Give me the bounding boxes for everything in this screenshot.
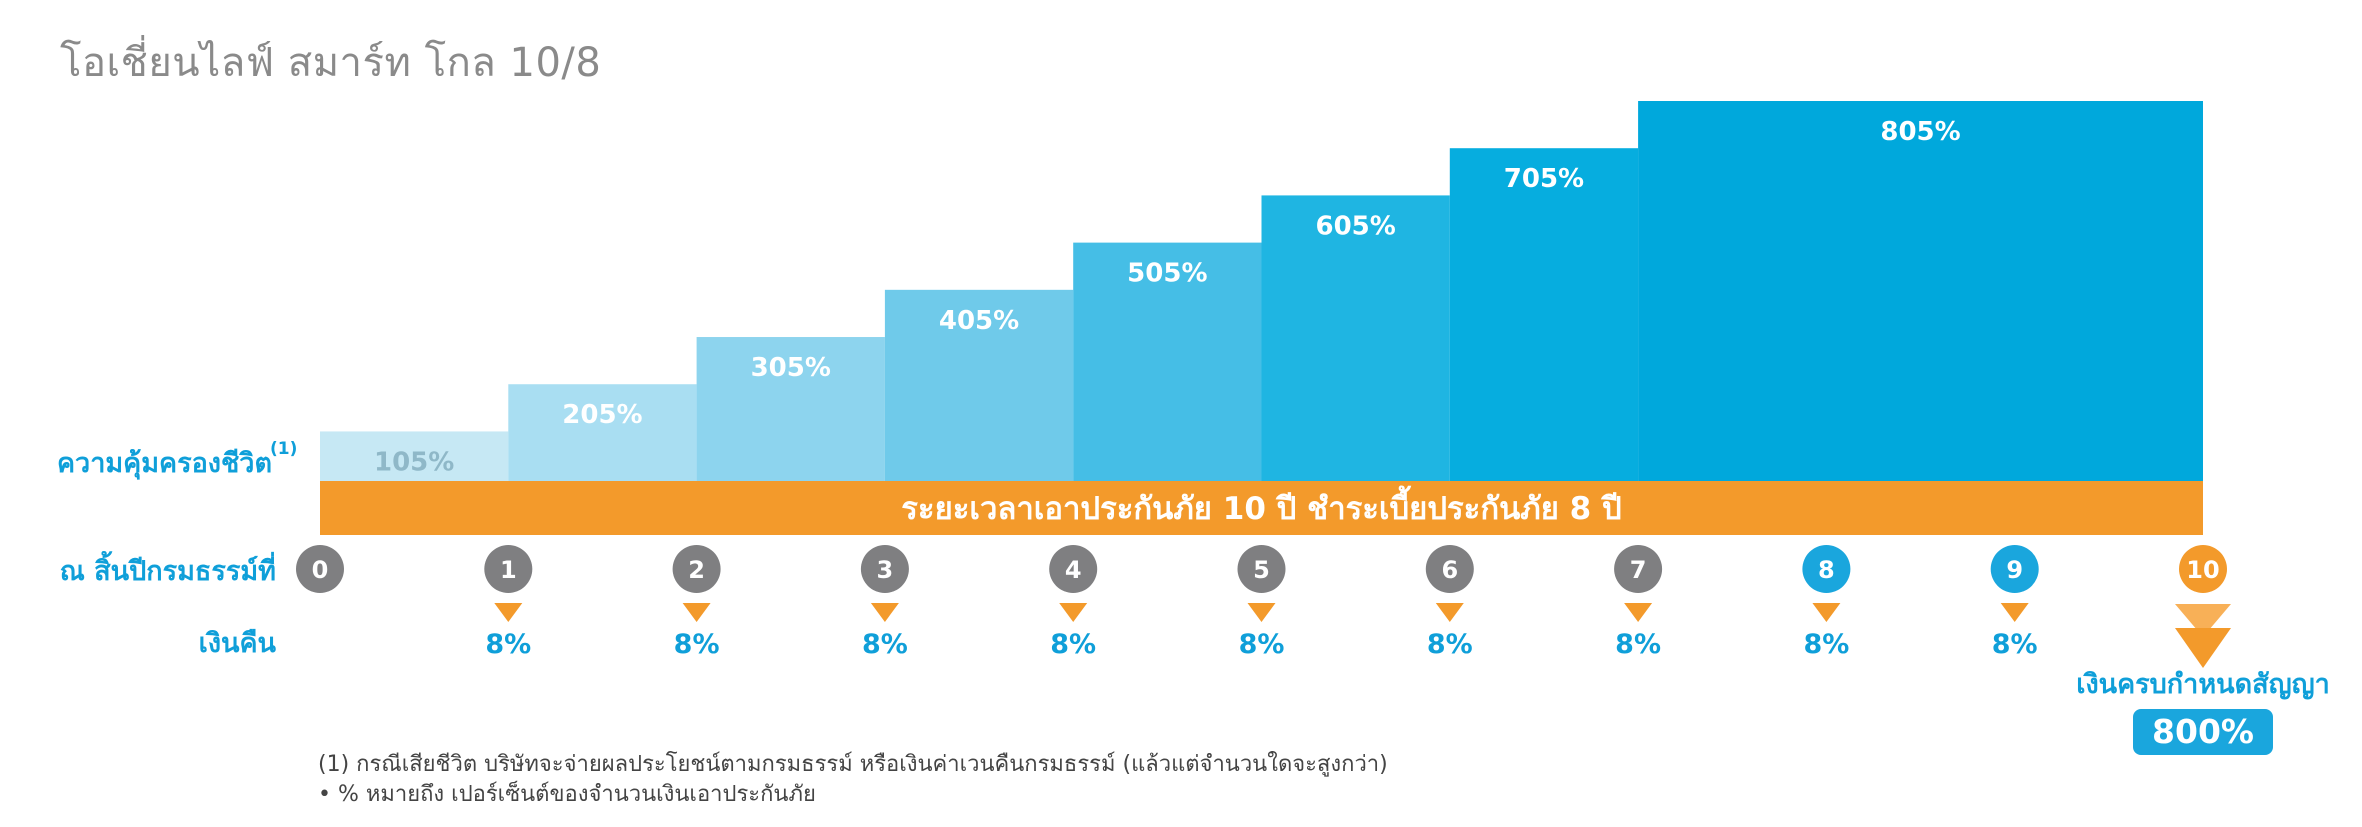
- year-number: 8: [1818, 556, 1835, 584]
- coverage-footnote-marker: (1): [270, 439, 297, 459]
- coverage-row-label: ความคุ้มครองชีวิต: [57, 448, 272, 480]
- footnote-2: • % หมายถึง เปอร์เซ็นต์ของจำนวนเงินเอาปร…: [318, 782, 816, 807]
- coverage-bar: [1073, 242, 1262, 481]
- bar-value-label: 405%: [939, 306, 1019, 336]
- bar-value-label: 705%: [1504, 164, 1584, 194]
- duration-banner: [320, 481, 2203, 535]
- year-number: 10: [2186, 556, 2219, 584]
- cashback-row-label: เงินคืน: [199, 628, 277, 659]
- bar-value-label: 505%: [1127, 259, 1207, 289]
- year-number: 4: [1065, 556, 1082, 584]
- cashback-value: 8%: [485, 629, 531, 660]
- cashback-arrow: [2000, 603, 2029, 622]
- year-number: 7: [1630, 556, 1647, 584]
- year-number: 1: [500, 556, 517, 584]
- coverage-bar: [1261, 195, 1450, 481]
- coverage-bar: [320, 431, 509, 481]
- bar-value-label: 105%: [374, 447, 454, 477]
- chart-title: โอเชี่ยนไลฟ์ สมาร์ท โกล 10/8: [60, 40, 602, 86]
- cashback-value: 8%: [1992, 629, 2038, 660]
- year-circle: [296, 545, 344, 593]
- cashback-arrow: [1059, 603, 1088, 622]
- year-circle: [1237, 545, 1286, 593]
- maturity-value: 800%: [2152, 712, 2254, 751]
- cashback-arrow: [1435, 603, 1464, 622]
- year-number: 3: [877, 556, 894, 584]
- bar-value-label: 305%: [751, 353, 831, 383]
- coverage-bar: [1638, 101, 2203, 481]
- duration-banner-text: ระยะเวลาเอาประกันภัย 10 ปี ชำระเบี้ยประก…: [901, 485, 1621, 527]
- maturity-badge: [2133, 709, 2273, 755]
- cashback-arrow: [1624, 603, 1653, 622]
- year-circle: [1990, 545, 2039, 593]
- cashback-value: 8%: [1615, 629, 1661, 660]
- year-number: 2: [688, 556, 705, 584]
- year-number: 9: [2006, 556, 2023, 584]
- cashback-value: 8%: [1427, 629, 1473, 660]
- coverage-bar: [696, 337, 885, 481]
- maturity-arrow-icon: [2175, 628, 2231, 668]
- year-number: 6: [1441, 556, 1458, 584]
- cashback-arrow: [682, 603, 711, 622]
- year-number: 0: [312, 556, 329, 584]
- cashback-value: 8%: [1803, 629, 1849, 660]
- maturity-label: เงินครบกำหนดสัญญา: [2076, 669, 2330, 700]
- cashback-arrow: [870, 603, 899, 622]
- bar-value-label: 805%: [1880, 117, 1960, 147]
- year-circle: [860, 545, 909, 593]
- year-circle: [1425, 545, 1474, 593]
- maturity-arrow-icon: [2175, 604, 2231, 637]
- year-row-label: ณ สิ้นปีกรมธรรม์ที่: [60, 550, 276, 587]
- year-number: 5: [1253, 556, 1270, 584]
- year-circle: [2179, 545, 2227, 593]
- cashback-value: 8%: [862, 629, 908, 660]
- bar-value-label: 605%: [1315, 211, 1395, 241]
- cashback-value: 8%: [1050, 629, 1096, 660]
- cashback-value: 8%: [1239, 629, 1285, 660]
- cashback-arrow: [1247, 603, 1276, 622]
- cashback-arrow: [494, 603, 523, 622]
- year-circle: [672, 545, 721, 593]
- year-circle: [1614, 545, 1663, 593]
- coverage-bar: [884, 289, 1074, 481]
- year-circle: [1049, 545, 1098, 593]
- year-circle: [484, 545, 533, 593]
- year-circle: [1802, 545, 1851, 593]
- cashback-value: 8%: [674, 629, 720, 660]
- coverage-bar: [508, 384, 697, 481]
- bar-value-label: 205%: [562, 400, 642, 430]
- cashback-arrow: [1812, 603, 1841, 622]
- coverage-bar: [1449, 148, 1639, 482]
- footnote-1: (1) กรณีเสียชีวิต บริษัทจะจ่ายผลประโยชน์…: [318, 752, 1388, 777]
